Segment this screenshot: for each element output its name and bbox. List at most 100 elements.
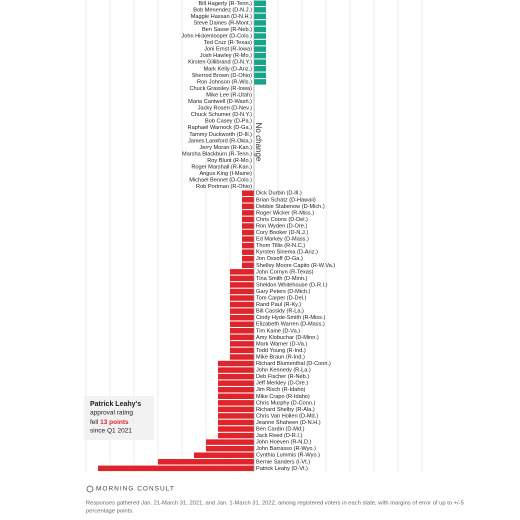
bar <box>230 282 254 288</box>
category-label: Chuck Schumer (D-N.Y.) <box>191 112 252 118</box>
bar <box>230 328 254 334</box>
bar <box>254 39 266 46</box>
category-label: Jim Risch (R-Idaho) <box>256 387 306 393</box>
category-label: Josh Hawley (R-Mo.) <box>200 53 252 59</box>
bar <box>242 190 254 196</box>
category-label: Cindy Hyde-Smith (R-Miss.) <box>256 315 325 321</box>
bar <box>98 465 254 472</box>
bar <box>254 26 266 33</box>
annotation-box <box>84 396 154 440</box>
category-label: Brian Schatz (D-Hawaii) <box>256 197 316 203</box>
bar <box>254 72 266 79</box>
category-label: Jacky Rosen (D-Nev.) <box>198 106 252 112</box>
bar <box>218 400 254 406</box>
bar <box>254 46 266 52</box>
category-label: Patrick Leahy (D-Vt.) <box>256 466 308 472</box>
category-label: Tammy Duckworth (D-Ill.) <box>189 132 252 138</box>
category-label: Shelley Moore Capito (R-W.Va.) <box>256 263 335 269</box>
category-label: John Hoeven (R-N.D.) <box>256 440 311 446</box>
bar <box>230 314 254 321</box>
category-label: Mark Warner (D-Va.) <box>256 341 307 347</box>
category-label: Ron Wyden (D-Ore.) <box>256 223 307 229</box>
bar <box>230 301 254 308</box>
category-label: Bob Casey (D-Pa.) <box>205 119 252 125</box>
bar <box>230 308 254 314</box>
bar <box>242 210 254 216</box>
bar <box>254 33 266 39</box>
bar <box>242 223 254 229</box>
category-label: Deb Fischer (R-Neb.) <box>256 374 309 380</box>
bar <box>230 295 254 301</box>
category-label: Ted Cruz (R-Texas) <box>204 40 252 46</box>
category-label: Marsha Blackburn (R-Tenn.) <box>182 151 252 157</box>
category-label: Roger Wicker (R-Miss.) <box>256 210 314 216</box>
category-label: Ron Johnson (R-Wis.) <box>197 79 252 85</box>
annotation-line: since Q1 2021 <box>90 428 132 435</box>
category-label: Kyrsten Sinema (D-Ariz.) <box>256 250 318 256</box>
bar <box>254 52 266 59</box>
category-label: Chris Coons (D-Del.) <box>256 217 308 223</box>
bar <box>230 341 254 347</box>
bar <box>242 229 254 236</box>
category-label: Tina Smith (D-Minn.) <box>256 276 308 282</box>
category-label: Ben Sasse (R-Neb.) <box>202 27 252 33</box>
category-label: Rob Portman (R-Ohio) <box>196 184 252 190</box>
category-label: Sheldon Whitehouse (D-R.I.) <box>256 282 328 288</box>
category-label: Roger Marshall (R-Kan.) <box>191 165 252 171</box>
category-label: Angus King (I-Maine) <box>199 171 252 177</box>
bar <box>230 354 254 360</box>
category-label: Jeff Merkley (D-Ore.) <box>256 381 308 387</box>
bar <box>242 203 254 210</box>
category-label: Jack Reed (D-R.I.) <box>256 433 302 439</box>
bar <box>254 79 266 85</box>
category-label: Todd Young (R-Ind.) <box>256 348 306 354</box>
bar <box>230 321 254 327</box>
category-label: Bill Cassidy (R-La.) <box>256 309 304 315</box>
category-label: Tom Carper (D-Del.) <box>256 296 306 302</box>
category-label: John Barrasso (R-Wyo.) <box>256 446 316 452</box>
category-label: Michael Bennet (D-Colo.) <box>189 178 252 184</box>
category-label: Chris Van Hollen (D-Md.) <box>256 413 318 419</box>
category-label: Bill Hagerty (R-Tenn.) <box>199 1 253 7</box>
note: Responses gathered Jan. 21-March 31, 202… <box>86 501 464 507</box>
bar <box>230 288 254 295</box>
bar <box>230 347 254 354</box>
category-label: Jon Ossoff (D-Ga.) <box>256 256 303 262</box>
category-label: Mark Kelly (D-Ariz.) <box>204 66 253 72</box>
category-label: Joni Ernst (R-Iowa) <box>204 47 252 53</box>
category-label: Steve Daines (R-Mont.) <box>194 20 253 26</box>
annotation-highlight: 13 points <box>100 419 129 426</box>
bar <box>218 419 254 426</box>
category-label: Cory Booker (D-N.J.) <box>256 230 308 236</box>
bar <box>242 255 254 262</box>
category-label: Thom Tillis (R-N.C.) <box>256 243 305 249</box>
bar <box>254 0 266 7</box>
bar <box>194 452 254 458</box>
category-label: Amy Klobuchar (D-Minn.) <box>256 335 319 341</box>
bar <box>230 334 254 341</box>
bar <box>218 432 254 439</box>
bar <box>206 445 254 452</box>
bar <box>218 367 254 373</box>
category-label: Bernie Sanders (I-Vt.) <box>256 459 310 465</box>
category-label: Chuck Grassley (R-Iowa) <box>190 86 253 92</box>
note: percentage points. <box>86 509 134 515</box>
bar <box>230 269 254 275</box>
source: MORNING CONSULT <box>96 486 175 493</box>
logo <box>86 485 94 493</box>
annotation-line: Patrick Leahy's <box>90 401 141 408</box>
bar <box>230 275 254 282</box>
bar <box>254 20 266 26</box>
category-label: Maggie Hassan (D-N.H.) <box>191 14 252 20</box>
category-label: Gary Peters (D-Mich.) <box>256 289 311 295</box>
category-label: Roy Blunt (R-Mo.) <box>207 158 252 164</box>
category-label: Maria Cantwell (D-Wash.) <box>188 99 252 105</box>
bar <box>254 13 266 20</box>
category-label: Mike Braun (R-Ind.) <box>256 354 305 360</box>
category-label: Mike Lee (R-Utah) <box>206 92 252 98</box>
bar <box>158 459 254 465</box>
category-label: Jerry Moran (R-Kan.) <box>199 145 252 151</box>
bar <box>218 406 254 413</box>
category-label: Sherrod Brown (D-Ohio) <box>192 73 252 79</box>
